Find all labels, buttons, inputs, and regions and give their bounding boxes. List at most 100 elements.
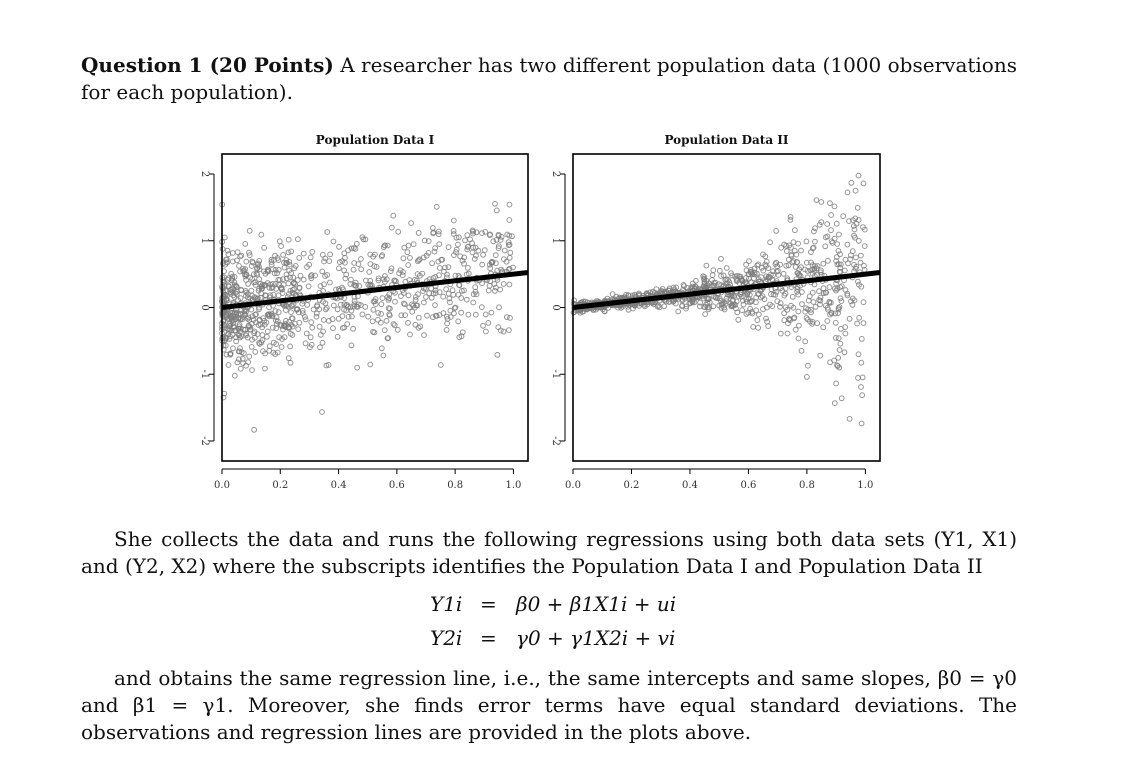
data-point — [256, 258, 263, 264]
data-point — [486, 282, 493, 289]
data-point — [404, 249, 411, 256]
regression-line — [221, 269, 529, 310]
data-point — [223, 351, 230, 358]
x-tick-label: 0.4 — [331, 480, 347, 491]
data-point — [492, 288, 498, 294]
data-point — [702, 311, 709, 318]
data-point — [421, 237, 428, 244]
data-point — [256, 266, 263, 273]
data-point — [224, 247, 231, 254]
data-point — [436, 265, 443, 271]
data-point — [836, 268, 843, 275]
data-point — [834, 362, 840, 369]
data-point — [299, 300, 306, 307]
data-point — [706, 299, 713, 306]
y-tick-label: -1 — [199, 369, 210, 379]
data-point — [438, 257, 445, 263]
data-point — [492, 252, 499, 258]
data-point — [339, 258, 346, 265]
data-point — [316, 323, 323, 330]
data-point — [500, 281, 507, 287]
data-point — [856, 314, 862, 321]
data-point — [661, 303, 668, 310]
data-point — [789, 293, 796, 300]
data-point — [356, 283, 363, 290]
data-point — [238, 315, 244, 322]
data-point — [345, 313, 352, 320]
data-point — [230, 345, 236, 352]
data-point — [256, 341, 263, 347]
data-point — [824, 318, 831, 324]
data-point — [398, 293, 404, 300]
data-point — [817, 352, 824, 359]
data-point — [818, 199, 825, 205]
data-point — [465, 270, 472, 277]
data-point — [220, 394, 227, 401]
data-point — [458, 295, 465, 301]
data-point — [799, 289, 805, 295]
data-point — [248, 344, 255, 350]
data-point — [432, 245, 439, 251]
data-point — [246, 227, 253, 234]
data-point — [697, 299, 704, 306]
data-point — [240, 268, 246, 275]
data-point — [252, 349, 259, 355]
data-point — [501, 256, 507, 263]
data-point — [232, 290, 239, 297]
data-point — [336, 265, 342, 272]
data-point — [308, 272, 315, 278]
data-point — [415, 230, 422, 236]
data-point — [837, 264, 844, 271]
data-point — [804, 374, 810, 380]
data-point — [384, 242, 391, 249]
data-point — [323, 362, 330, 369]
data-point — [258, 231, 265, 238]
data-point — [267, 312, 273, 318]
data-point — [739, 307, 745, 314]
data-point — [783, 248, 790, 254]
data-point — [290, 274, 297, 281]
data-point — [725, 276, 731, 283]
data-point — [822, 234, 829, 241]
data-point — [349, 313, 355, 320]
data-point — [302, 314, 308, 320]
data-point — [483, 328, 489, 335]
plot-panel-2: Population Data II 0.0 0.2 0.4 0.6 0.8 1.0 -2 -1… — [550, 133, 881, 491]
data-point — [479, 230, 485, 236]
data-point — [823, 289, 830, 296]
data-point — [689, 283, 696, 290]
data-point — [453, 246, 460, 253]
data-point — [506, 327, 512, 334]
data-point — [848, 179, 855, 186]
data-point — [407, 254, 413, 261]
data-point — [289, 315, 296, 322]
data-point — [347, 281, 354, 287]
data-point — [375, 316, 381, 323]
data-point — [702, 304, 708, 311]
data-point — [846, 218, 852, 224]
data-point — [837, 340, 844, 347]
data-point — [811, 228, 817, 235]
data-point — [749, 309, 755, 315]
data-point — [828, 212, 834, 218]
data-point — [450, 231, 457, 237]
data-point — [846, 416, 853, 422]
data-point — [430, 230, 437, 237]
data-point — [360, 236, 367, 243]
data-point — [308, 273, 314, 280]
data-point — [481, 247, 488, 253]
data-point — [506, 217, 513, 223]
data-point — [464, 246, 471, 253]
data-point — [733, 278, 740, 285]
data-point — [381, 242, 388, 249]
data-point — [450, 291, 457, 298]
data-point — [859, 374, 866, 381]
plot-panel-1: Population Data I 0.0 0.2 0.4 0.6 0.8 1.0 -2 -1 0… — [199, 133, 529, 491]
data-point — [860, 180, 867, 187]
data-point — [358, 266, 365, 273]
data-point — [231, 372, 238, 379]
data-point — [703, 262, 710, 269]
data-point — [820, 324, 827, 331]
data-point — [858, 283, 865, 290]
data-point — [381, 327, 388, 334]
